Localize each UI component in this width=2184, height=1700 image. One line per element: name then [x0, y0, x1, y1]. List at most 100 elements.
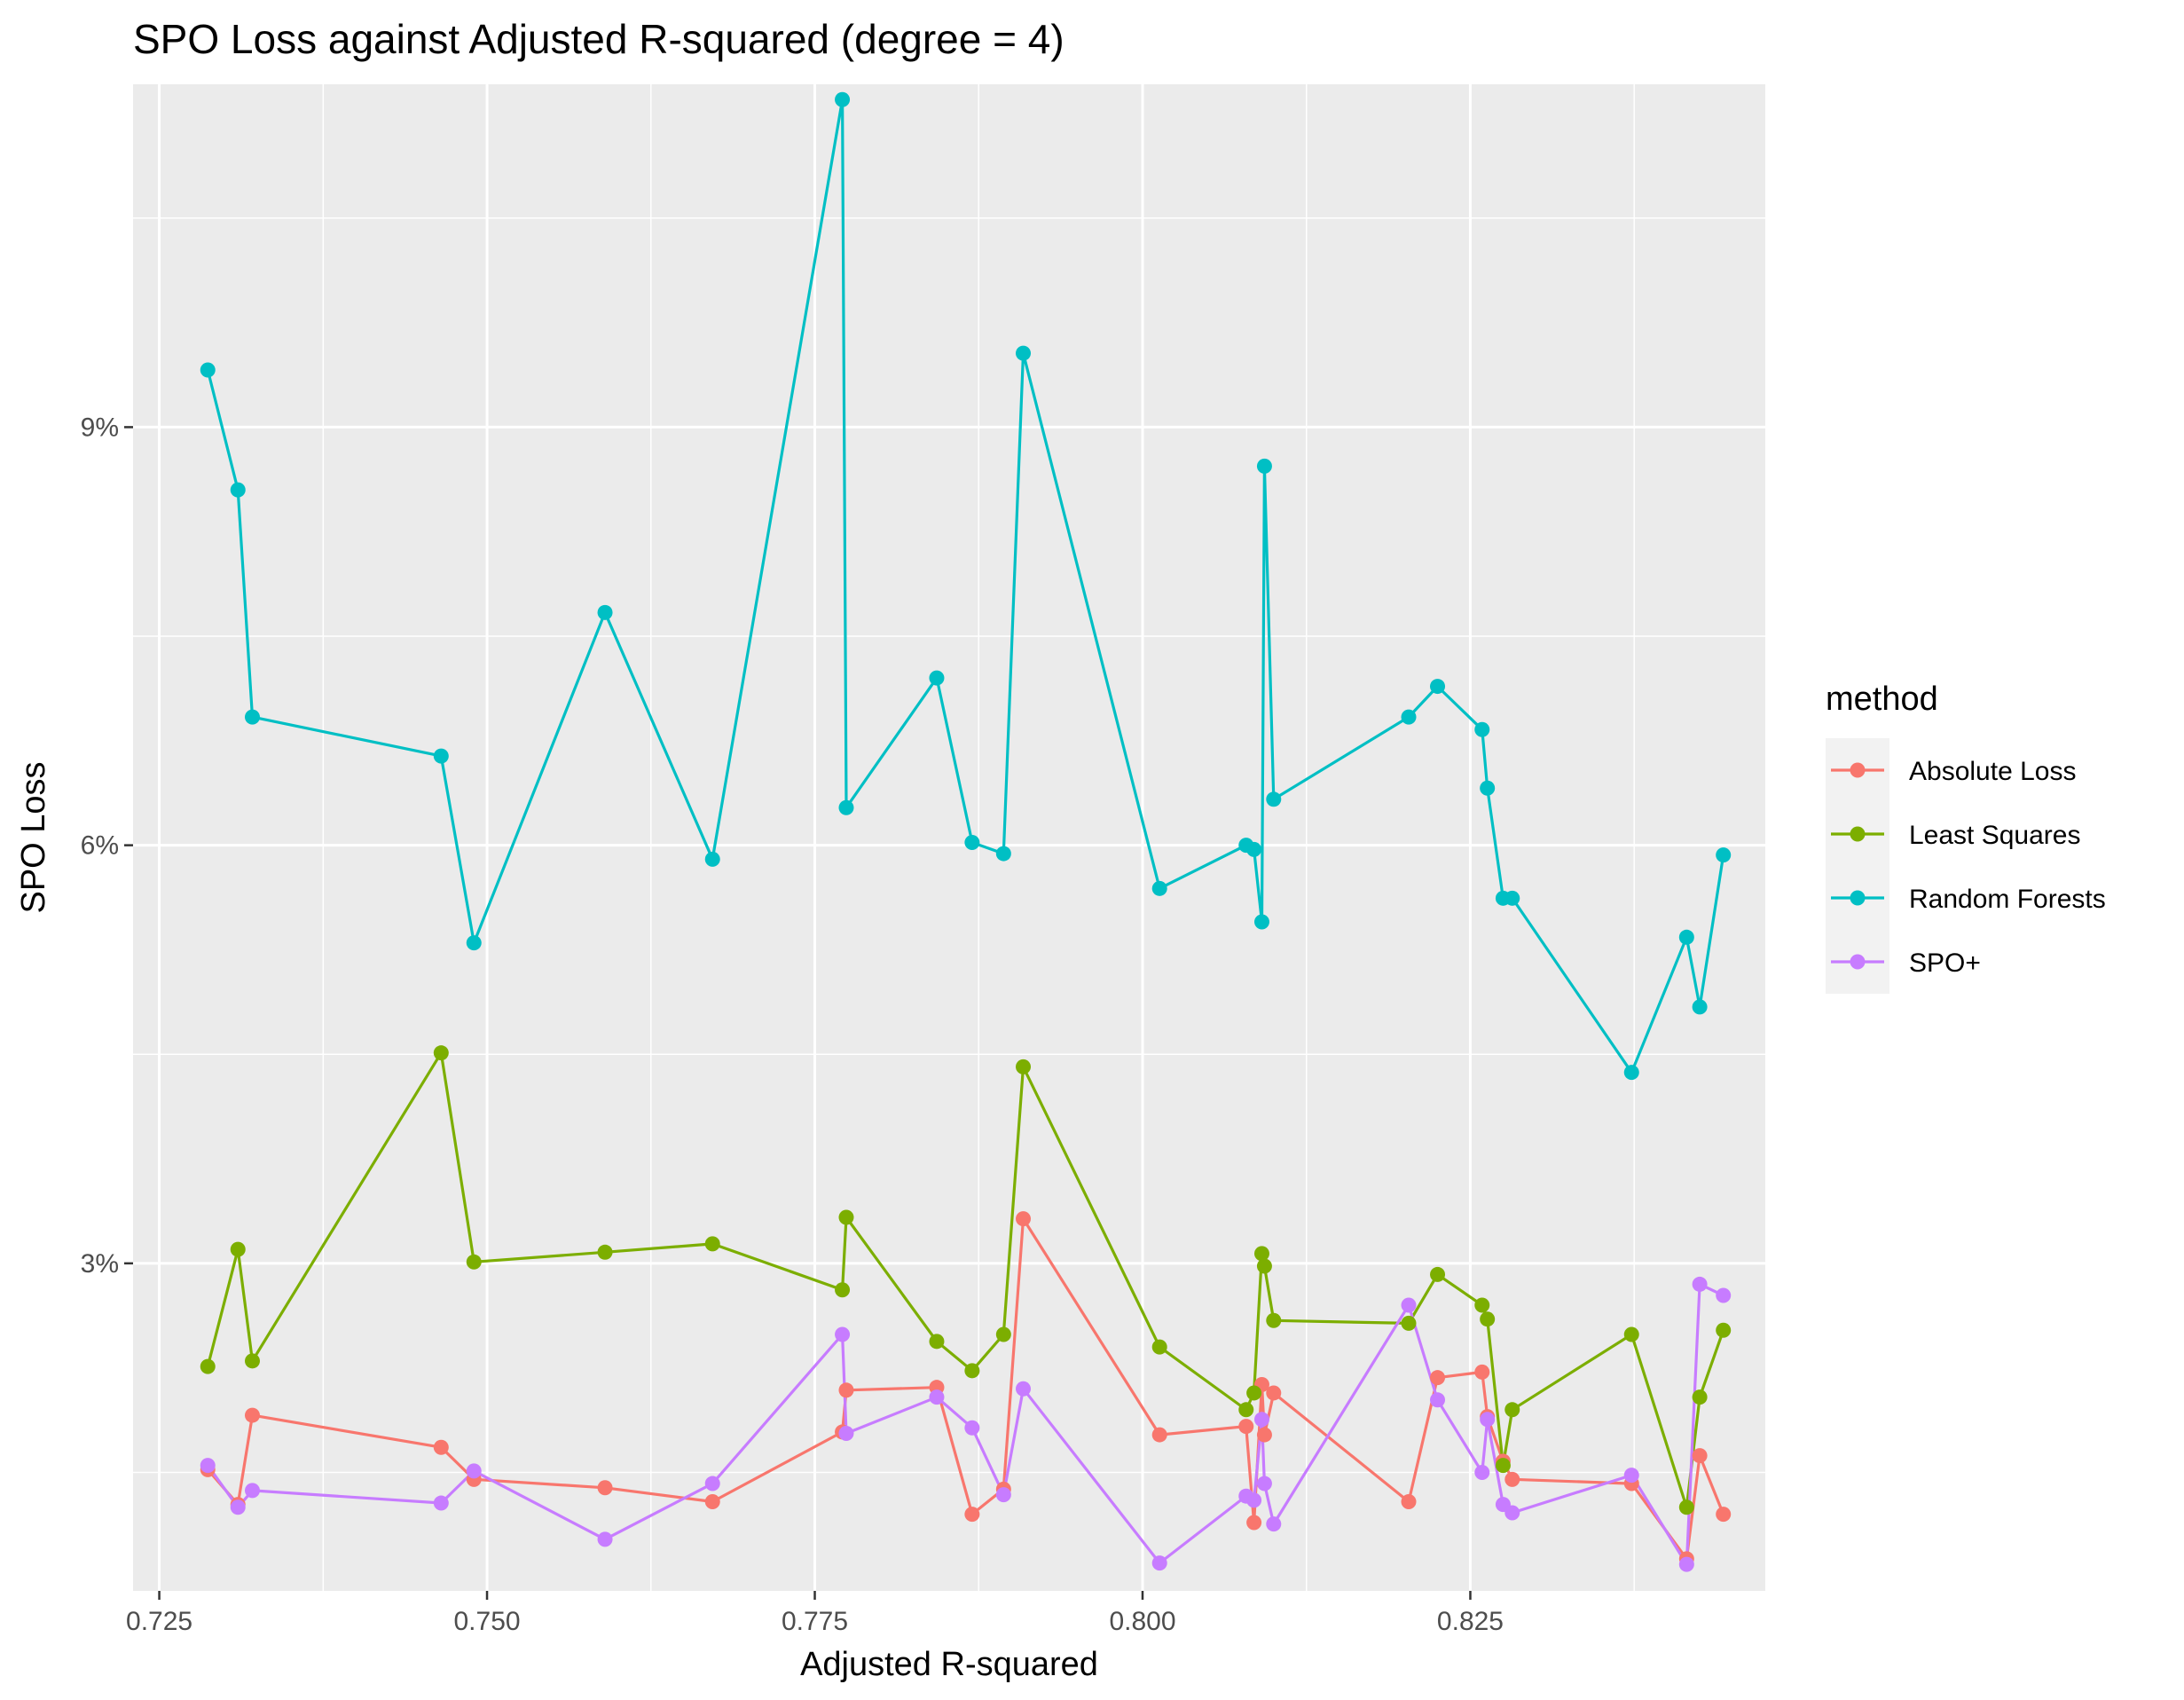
- legend-key-point-spo: [1850, 954, 1866, 970]
- data-point-random-forests: [1474, 721, 1490, 737]
- data-point-spo: [200, 1458, 216, 1474]
- x-tick-label: 0.775: [782, 1607, 848, 1636]
- data-point-absolute-loss: [1016, 1211, 1032, 1227]
- data-point-absolute-loss: [964, 1507, 980, 1523]
- series-points: [200, 91, 1732, 1572]
- data-point-random-forests: [1266, 791, 1282, 807]
- data-point-least-squares: [244, 1353, 260, 1369]
- data-point-spo: [1016, 1381, 1032, 1397]
- data-point-least-squares: [1504, 1402, 1520, 1418]
- data-point-least-squares: [1623, 1326, 1639, 1342]
- data-point-random-forests: [835, 91, 851, 107]
- data-point-absolute-loss: [838, 1382, 854, 1398]
- data-point-absolute-loss: [1266, 1385, 1282, 1401]
- data-point-absolute-loss: [597, 1480, 613, 1496]
- y-tick-label: 6%: [81, 831, 119, 861]
- data-point-least-squares: [466, 1254, 482, 1270]
- y-axis: 3% 6% 9%: [81, 413, 133, 1279]
- data-point-random-forests: [838, 799, 854, 815]
- y-axis-title: SPO Loss: [15, 761, 52, 913]
- data-point-absolute-loss: [433, 1439, 449, 1455]
- data-point-spo: [1480, 1412, 1496, 1428]
- data-point-absolute-loss: [1238, 1419, 1254, 1435]
- data-point-absolute-loss: [1504, 1471, 1520, 1487]
- data-point-random-forests: [200, 362, 216, 378]
- y-tick-label: 9%: [81, 413, 119, 442]
- data-point-spo: [1716, 1287, 1732, 1303]
- data-point-random-forests: [1716, 847, 1732, 863]
- data-point-spo: [1253, 1412, 1269, 1428]
- legend-key-point-least-squares: [1850, 826, 1866, 842]
- data-point-least-squares: [1678, 1499, 1694, 1515]
- data-point-least-squares: [1430, 1266, 1446, 1282]
- data-point-random-forests: [1692, 999, 1708, 1015]
- data-point-absolute-loss: [1716, 1507, 1732, 1523]
- data-point-spo: [244, 1483, 260, 1499]
- data-point-least-squares: [1151, 1339, 1167, 1355]
- data-point-random-forests: [1430, 679, 1446, 695]
- data-point-absolute-loss: [1256, 1427, 1272, 1443]
- data-point-least-squares: [597, 1244, 613, 1260]
- data-point-random-forests: [1246, 841, 1262, 857]
- data-point-spo: [1256, 1476, 1272, 1491]
- data-point-least-squares: [1256, 1258, 1272, 1274]
- data-point-spo: [1151, 1555, 1167, 1571]
- data-point-least-squares: [1253, 1246, 1269, 1262]
- data-point-least-squares: [1246, 1385, 1262, 1401]
- data-point-least-squares: [433, 1045, 449, 1061]
- data-point-spo: [964, 1420, 980, 1436]
- data-point-spo: [704, 1476, 720, 1491]
- data-point-random-forests: [995, 846, 1011, 862]
- legend-label-spo: SPO+: [1909, 948, 1981, 978]
- data-point-random-forests: [1401, 709, 1417, 725]
- data-point-absolute-loss: [1692, 1448, 1708, 1464]
- legend-label-least-squares: Least Squares: [1909, 821, 2080, 850]
- data-point-random-forests: [597, 604, 613, 620]
- data-point-least-squares: [1474, 1297, 1490, 1313]
- x-tick-label: 0.750: [453, 1607, 520, 1636]
- data-point-random-forests: [466, 935, 482, 951]
- plot-panel: [133, 84, 1765, 1591]
- data-point-random-forests: [929, 670, 945, 686]
- data-point-random-forests: [1504, 890, 1520, 906]
- data-point-least-squares: [200, 1358, 216, 1374]
- data-point-least-squares: [1495, 1458, 1511, 1474]
- data-point-spo: [597, 1531, 613, 1547]
- legend-key-point-random-forests: [1850, 890, 1866, 906]
- data-point-spo: [1430, 1392, 1446, 1408]
- data-point-absolute-loss: [1401, 1493, 1417, 1509]
- data-point-least-squares: [995, 1326, 1011, 1342]
- data-point-least-squares: [1016, 1059, 1032, 1074]
- grid-minor: [133, 84, 1765, 1591]
- data-point-spo: [1692, 1276, 1708, 1292]
- data-point-least-squares: [964, 1363, 980, 1379]
- data-point-least-squares: [929, 1334, 945, 1350]
- data-point-spo: [838, 1426, 854, 1442]
- data-point-random-forests: [244, 709, 260, 725]
- x-tick-label: 0.725: [126, 1607, 192, 1636]
- legend-title: method: [1826, 681, 1938, 718]
- data-point-spo: [1266, 1516, 1282, 1532]
- data-point-least-squares: [835, 1282, 851, 1298]
- data-point-least-squares: [838, 1209, 854, 1225]
- data-point-spo: [230, 1499, 246, 1515]
- legend: method Absolute Loss Least Squares Random …: [1826, 681, 2106, 994]
- data-point-random-forests: [1256, 458, 1272, 474]
- data-point-least-squares: [1238, 1402, 1254, 1418]
- data-point-least-squares: [1266, 1312, 1282, 1328]
- data-point-spo: [1246, 1492, 1262, 1508]
- legend-key-panel: [1826, 738, 1889, 994]
- data-point-absolute-loss: [1246, 1515, 1262, 1531]
- data-point-random-forests: [1151, 880, 1167, 896]
- legend-label-random-forests: Random Forests: [1909, 885, 2106, 914]
- x-tick-label: 0.825: [1437, 1607, 1504, 1636]
- data-point-spo: [995, 1487, 1011, 1503]
- x-tick-label: 0.800: [1109, 1607, 1175, 1636]
- data-point-random-forests: [1678, 929, 1694, 945]
- data-point-absolute-loss: [1474, 1364, 1490, 1380]
- data-point-random-forests: [1480, 780, 1496, 796]
- data-point-spo: [1401, 1297, 1417, 1313]
- legend-key-point-absolute-loss: [1850, 762, 1866, 778]
- x-axis: 0.725 0.750 0.775 0.800 0.825: [126, 1591, 1504, 1636]
- data-point-spo: [929, 1389, 945, 1405]
